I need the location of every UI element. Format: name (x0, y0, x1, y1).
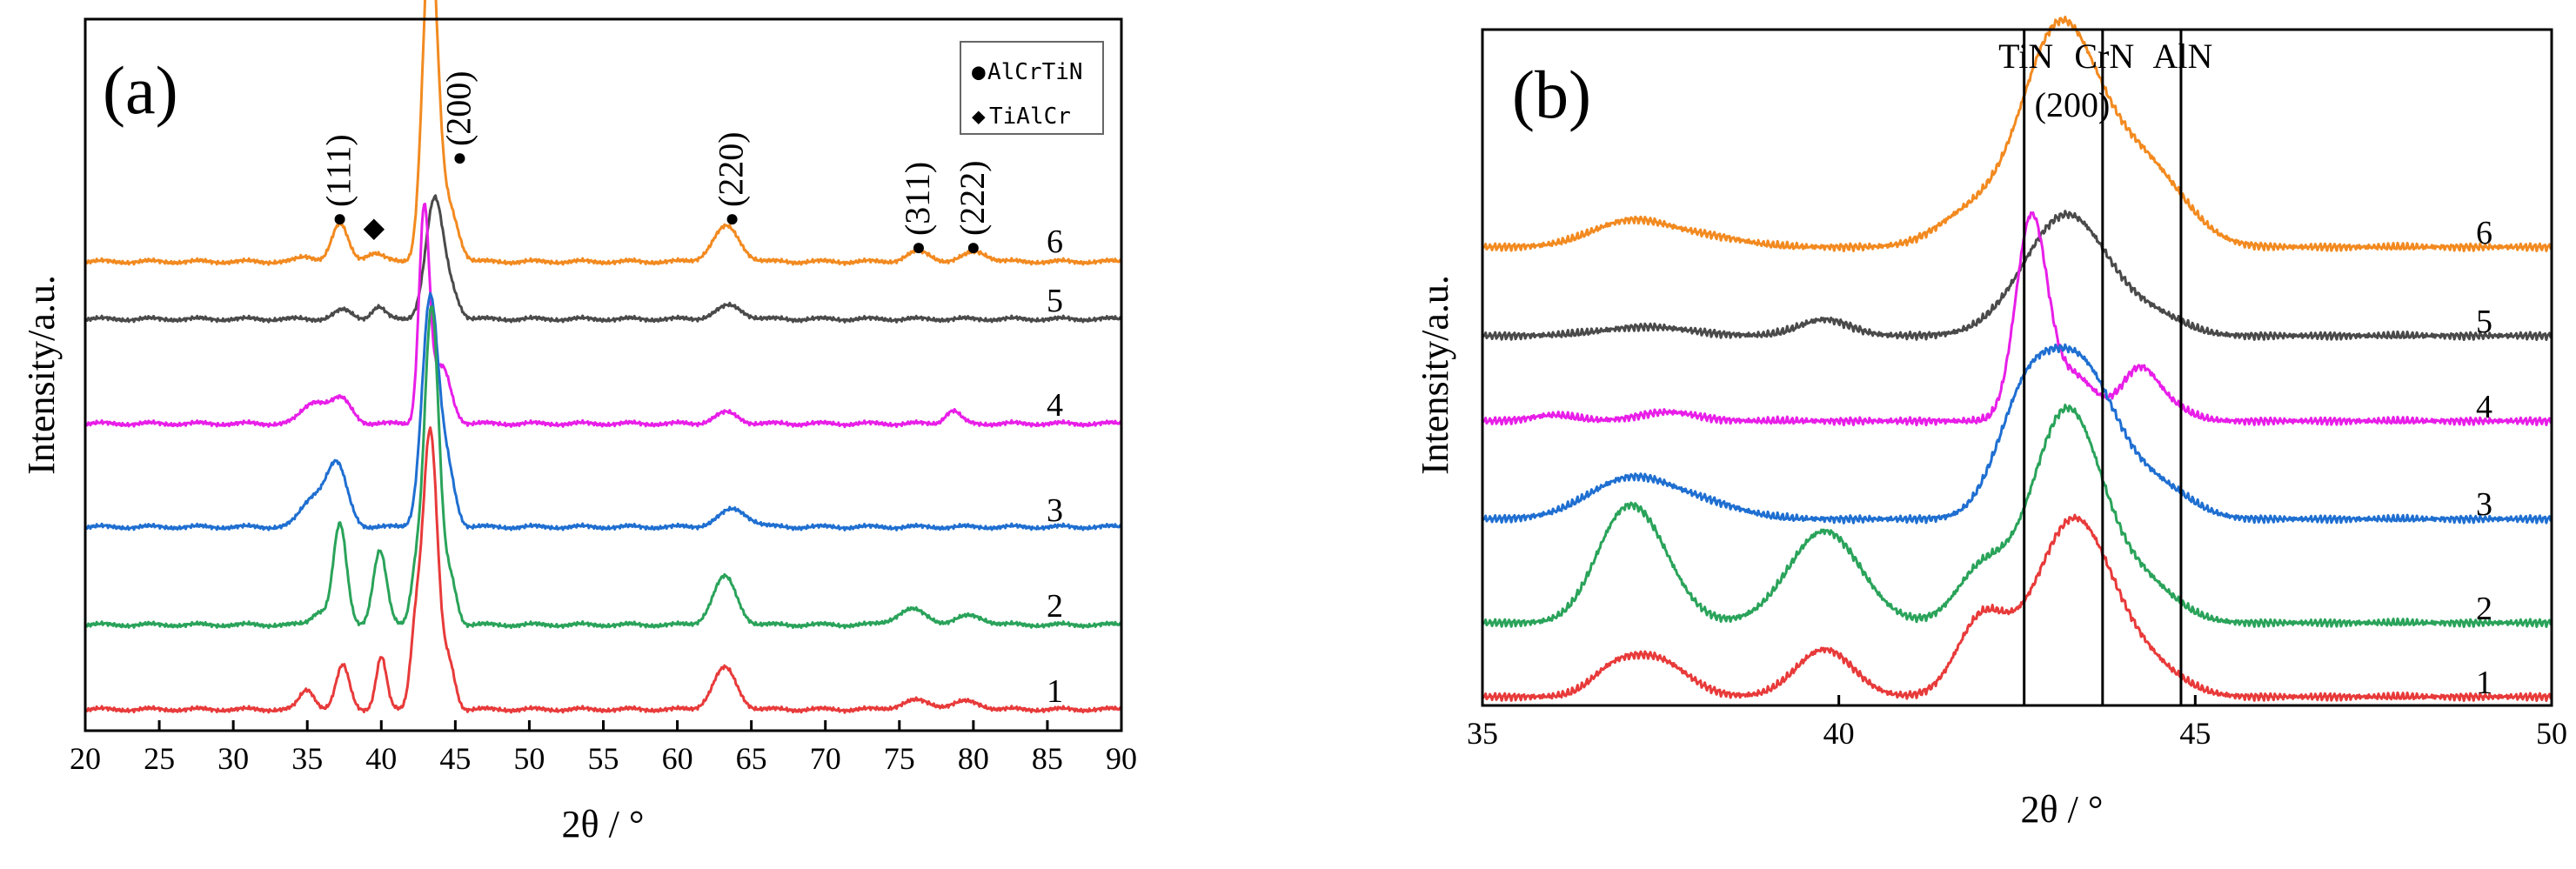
x-tick-label: 50 (2536, 716, 2567, 751)
x-tick-label: 75 (884, 741, 915, 776)
panel-a-curves (84, 0, 1123, 714)
panel-b-y-axis-label: Intensity/a.u. (1414, 275, 1456, 475)
series-line-3 (84, 291, 1123, 531)
tialcr-peak-marker: ◆ (363, 211, 385, 243)
x-tick-label: 90 (1106, 741, 1137, 776)
panel-b-curves (1481, 16, 2553, 702)
panel-a-x-axis-label: 2θ / ° (562, 803, 645, 846)
panel-b-series-labels: 6 5 4 3 2 1 (2476, 215, 2492, 701)
series-label-1: 1 (1047, 673, 1063, 710)
peak-index-label: (200) (438, 70, 478, 146)
x-tick-label: 60 (662, 741, 693, 776)
panel-b-reference-label: (200) (2035, 85, 2111, 124)
legend-marker-alcrtin: ● (972, 59, 986, 85)
x-tick-label: 30 (217, 741, 249, 776)
series-label-4: 4 (2476, 389, 2492, 425)
panel-a-y-axis-label: Intensity/a.u. (20, 275, 63, 475)
alcrtin-peak-marker: ● (725, 205, 739, 232)
x-tick-label: 40 (1823, 716, 1855, 751)
panel-a-label: (a) (103, 52, 178, 128)
series-label-1: 1 (2476, 665, 2492, 701)
peak-index-label: (111) (319, 134, 358, 207)
panel-b-reference-lines: TiN CrN AlN (1998, 30, 2212, 705)
series-label-3: 3 (2476, 486, 2492, 523)
x-tick-label: 55 (588, 741, 619, 776)
x-tick-label: 50 (513, 741, 545, 776)
series-line-4 (84, 203, 1123, 429)
series-line-2 (84, 305, 1123, 630)
panel-b-plot-frame (1481, 28, 2553, 707)
x-tick-label: 45 (2179, 716, 2211, 751)
alcrtin-peak-marker: ● (966, 234, 980, 261)
panel-b-label: (b) (1512, 57, 1591, 132)
legend-marker-tialcr: ◆ (972, 104, 986, 130)
reference-label-aln: AlN (2153, 37, 2213, 76)
x-tick-label: 70 (810, 741, 841, 776)
reference-label-crn: CrN (2074, 37, 2134, 76)
peak-index-label: (311) (898, 162, 937, 236)
peak-index-label: (222) (953, 160, 992, 236)
x-tick-label: 20 (70, 741, 101, 776)
panel-a-series-labels: 6 5 4 3 2 1 (1047, 224, 1063, 710)
x-tick-label: 45 (439, 741, 471, 776)
panel-b-chart: TiN CrN AlN 35 40 45 50 6 5 4 3 2 1 (b) (200) 2θ /… (1414, 16, 2567, 831)
panel-b-x-axis-label: 2θ / ° (2021, 788, 2104, 831)
alcrtin-peak-marker: ● (911, 234, 926, 261)
series-line-4 (1481, 211, 2553, 427)
panel-b-x-ticks: 35 40 45 50 (1467, 695, 2567, 751)
alcrtin-peak-marker: ● (452, 144, 467, 171)
x-tick-label: 40 (365, 741, 397, 776)
x-tick-label: 85 (1032, 741, 1063, 776)
panel-a-legend: ● AlCrTiN ◆ TiAlCr (960, 41, 1104, 135)
series-line-6 (1481, 16, 2553, 253)
x-tick-label: 65 (736, 741, 767, 776)
alcrtin-peak-marker: ● (332, 205, 347, 232)
reference-label-tin: TiN (1998, 37, 2053, 76)
x-tick-label: 80 (958, 741, 989, 776)
series-line-3 (1481, 343, 2553, 525)
legend-label-tialcr: TiAlCr (989, 104, 1071, 130)
series-line-5 (84, 194, 1123, 324)
panel-a-x-ticks: 20 25 30 35 40 45 50 55 60 65 70 75 80 85 90 (70, 720, 1137, 776)
series-label-2: 2 (1047, 588, 1063, 625)
series-label-4: 4 (1047, 387, 1063, 424)
series-label-3: 3 (1047, 492, 1063, 529)
panel-a-peak-annotations: ●(111)◆●(200)●(220)●(311)●(222) (319, 70, 992, 261)
x-tick-label: 25 (144, 741, 175, 776)
series-line-6 (84, 0, 1123, 266)
series-line-1 (1481, 513, 2553, 702)
series-label-6: 6 (2476, 215, 2492, 251)
series-label-6: 6 (1047, 224, 1063, 260)
x-tick-label: 35 (1467, 716, 1498, 751)
legend-box (960, 41, 1104, 135)
series-line-1 (84, 426, 1123, 714)
legend-label-alcrtin: AlCrTiN (987, 59, 1083, 85)
series-label-5: 5 (1047, 283, 1063, 319)
series-label-5: 5 (2476, 304, 2492, 340)
series-line-5 (1481, 210, 2553, 341)
x-tick-label: 35 (291, 741, 323, 776)
series-line-2 (1481, 404, 2553, 628)
series-label-2: 2 (2476, 591, 2492, 627)
peak-index-label: (220) (712, 131, 751, 207)
